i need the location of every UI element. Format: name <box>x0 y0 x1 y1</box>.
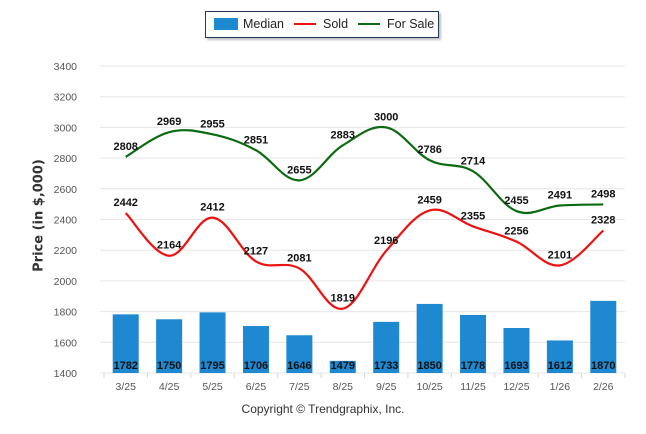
y-tick-label: 2600 <box>54 184 78 196</box>
median-bar-label: 1750 <box>157 360 181 372</box>
data-labels: 1782 1750 1795 1706 1646 1479 1733 1850 1778 1693… <box>113 111 615 372</box>
y-tick-label: 3200 <box>54 92 78 104</box>
legend-label-sold: Sold <box>323 17 349 31</box>
y-tick-label: 1800 <box>54 307 78 319</box>
for-sale-point-label: 2851 <box>244 134 268 146</box>
sold-point-label: 2127 <box>244 245 268 257</box>
for-sale-point-label: 2491 <box>548 190 572 202</box>
y-tick-label: 2400 <box>54 215 78 227</box>
y-tick-label: 2200 <box>54 245 78 257</box>
x-tick-label: 2/26 <box>593 381 614 393</box>
y-tick-label: 2000 <box>54 276 78 288</box>
for-sale-point-label: 2883 <box>331 129 355 141</box>
y-tick-label: 2800 <box>54 153 78 165</box>
legend-swatch-sold <box>294 23 316 25</box>
sold-point-label: 1819 <box>331 293 355 305</box>
median-bar <box>199 312 226 373</box>
median-bar <box>503 328 530 373</box>
median-bar-label: 1778 <box>461 360 485 372</box>
x-axis-ticks: 3/25 4/25 5/25 6/25 7/25 8/25 9/25 10/25 11/25 12… <box>103 373 626 393</box>
median-bar-label: 1693 <box>504 360 528 372</box>
trend-lines <box>124 125 605 310</box>
median-bar-label: 1782 <box>113 360 137 372</box>
median-bar-label: 1870 <box>591 360 615 372</box>
median-bar <box>286 335 313 373</box>
x-tick-label: 8/25 <box>333 381 354 393</box>
sold-point-label: 2442 <box>113 197 137 209</box>
for-sale-point-label: 2955 <box>200 118 224 130</box>
y-tick-label: 1400 <box>54 368 78 380</box>
x-tick-label: 1/26 <box>550 381 571 393</box>
median-bar <box>156 319 183 373</box>
copyright-text: Copyright © Trendgraphix, Inc. <box>241 402 405 416</box>
x-tick-label: 9/25 <box>376 381 397 393</box>
for-sale-line <box>125 125 604 215</box>
y-tick-label: 3000 <box>54 122 78 134</box>
sold-point-label: 2459 <box>417 194 441 206</box>
median-bar <box>242 326 269 373</box>
chart-legend: Median Sold For Sale <box>205 11 439 38</box>
median-bar <box>590 300 617 373</box>
y-tick-label: 1600 <box>54 337 78 349</box>
median-bar-label: 1612 <box>548 360 572 372</box>
median-bar <box>416 303 443 373</box>
legend-swatch-median <box>214 18 238 30</box>
x-tick-label: 10/25 <box>416 381 442 393</box>
x-tick-label: 4/25 <box>159 381 180 393</box>
for-sale-point-label: 2714 <box>461 155 486 167</box>
sold-point-label: 2164 <box>157 240 182 252</box>
sold-line <box>124 208 605 310</box>
x-tick-label: 12/25 <box>503 381 529 393</box>
sold-point-label: 2081 <box>287 252 311 264</box>
y-tick-label: 3400 <box>54 61 78 73</box>
sold-point-label: 2412 <box>200 202 224 214</box>
median-bar-label: 1706 <box>244 360 268 372</box>
median-bar <box>329 360 356 373</box>
y-axis-ticks: 1400 1600 1800 2000 2200 2400 2600 2800 3000 3200… <box>54 61 78 380</box>
for-sale-point-label: 2786 <box>417 144 441 156</box>
sold-point-label: 2355 <box>461 210 485 222</box>
for-sale-point-label: 2455 <box>504 195 528 207</box>
for-sale-point-label: 3000 <box>374 111 398 123</box>
median-bar-label: 1795 <box>200 360 224 372</box>
sold-point-label: 2328 <box>591 215 615 227</box>
x-tick-label: 6/25 <box>246 381 267 393</box>
x-tick-label: 5/25 <box>202 381 223 393</box>
for-sale-point-label: 2808 <box>113 141 137 153</box>
median-bar-label: 1479 <box>331 360 355 372</box>
legend-swatch-for-sale <box>358 23 380 25</box>
median-bar-label: 1733 <box>374 360 398 372</box>
legend-label-for-sale: For Sale <box>387 17 435 31</box>
median-bar <box>460 314 487 373</box>
legend-label-median: Median <box>243 17 284 31</box>
x-tick-label: 3/25 <box>115 381 136 393</box>
for-sale-point-label: 2969 <box>157 116 181 128</box>
median-bar <box>546 340 573 373</box>
legend-item-for-sale[interactable]: For Sale <box>358 17 434 31</box>
legend-item-sold[interactable]: Sold <box>294 17 348 31</box>
for-sale-point-label: 2655 <box>287 164 311 176</box>
x-tick-label: 7/25 <box>289 381 310 393</box>
for-sale-point-label: 2498 <box>591 188 615 200</box>
median-bar-label: 1850 <box>417 360 441 372</box>
x-tick-label: 11/25 <box>460 381 486 393</box>
median-bar <box>112 314 139 373</box>
median-bars <box>112 300 617 373</box>
sold-point-label: 2256 <box>504 226 528 238</box>
median-bar <box>373 321 400 373</box>
gridlines <box>100 65 625 374</box>
sold-point-label: 2196 <box>374 235 398 247</box>
median-bar-label: 1646 <box>287 360 311 372</box>
sold-point-label: 2101 <box>548 249 572 261</box>
legend-item-median[interactable]: Median <box>214 17 284 31</box>
